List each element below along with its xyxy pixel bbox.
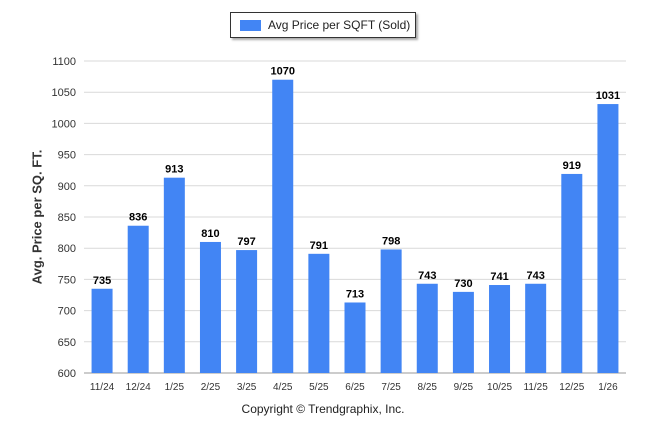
y-tick-label: 700 <box>58 306 76 318</box>
data-label: 1070 <box>270 66 294 78</box>
data-label: 730 <box>454 278 472 290</box>
y-tick-label: 850 <box>58 212 76 224</box>
x-tick-label: 1/25 <box>165 382 185 393</box>
bar-2/25 <box>199 241 221 373</box>
y-tick-label: 1100 <box>52 56 76 68</box>
x-tick-label: 12/25 <box>559 382 584 393</box>
y-axis-label: Avg. Price per SQ. FT. <box>29 149 45 285</box>
x-tick-label: 11/25 <box>524 382 549 393</box>
copyright-text: Copyright © Trendgraphix, Inc. <box>241 402 405 416</box>
x-tick-label: 2/25 <box>201 382 221 393</box>
legend: Avg Price per SQFT (Sold) <box>230 12 416 38</box>
data-label: 913 <box>165 164 183 176</box>
x-axis-ticks: 11/24 12/24 1/25 2/25 3/25 4/25 5/25 6/25 7/25 8/… <box>90 382 618 393</box>
data-label: 713 <box>346 288 364 300</box>
x-tick-label: 1/26 <box>598 382 618 393</box>
bar-11/25 <box>525 283 547 373</box>
data-label: 743 <box>526 270 544 282</box>
data-label: 836 <box>129 212 147 224</box>
data-label: 741 <box>490 271 508 283</box>
y-tick-label: 750 <box>58 274 76 286</box>
x-tick-label: 7/25 <box>381 382 401 393</box>
data-label: 791 <box>310 240 328 252</box>
y-tick-label: 950 <box>58 150 76 162</box>
x-tick-label: 9/25 <box>454 382 474 393</box>
x-tick-label: 5/25 <box>309 382 329 393</box>
data-label: 735 <box>93 275 111 287</box>
bar-12/24 <box>127 225 149 373</box>
y-axis-ticks: 600 650 700 750 800 850 900 950 1000 1050 1100 <box>52 56 76 380</box>
x-tick-label: 10/25 <box>487 382 512 393</box>
bars <box>91 79 619 373</box>
data-label: 797 <box>237 236 255 248</box>
y-tick-label: 1050 <box>52 87 76 99</box>
x-tick-label: 3/25 <box>237 382 257 393</box>
x-tick-label: 4/25 <box>273 382 293 393</box>
legend-label: Avg Price per SQFT (Sold) <box>268 18 411 32</box>
bar-12/25 <box>561 173 583 373</box>
bar-10/25 <box>489 285 511 373</box>
y-tick-label: 600 <box>58 368 76 380</box>
x-tick-label: 12/24 <box>126 382 151 393</box>
bar-1/25 <box>163 177 185 373</box>
y-tick-label: 650 <box>58 337 76 349</box>
data-label: 1031 <box>596 90 620 102</box>
x-tick-label: 6/25 <box>345 382 365 393</box>
data-label: 743 <box>418 270 436 282</box>
y-tick-label: 800 <box>58 243 76 255</box>
data-label: 919 <box>563 160 581 172</box>
bar-1/26 <box>597 104 619 373</box>
y-tick-label: 900 <box>58 181 76 193</box>
y-tick-label: 1000 <box>52 118 76 130</box>
bar-8/25 <box>416 283 438 373</box>
bar-5/25 <box>308 253 330 373</box>
bar-3/25 <box>236 250 258 373</box>
bar-11/24 <box>91 288 113 373</box>
x-tick-label: 8/25 <box>418 382 438 393</box>
data-labels: 735 836 913 810 797 1070 791 713 798 743 730 741 743… <box>93 66 620 301</box>
data-label: 810 <box>201 228 219 240</box>
legend-swatch <box>240 20 261 31</box>
x-tick-label: 11/24 <box>90 382 115 393</box>
data-label: 798 <box>382 235 400 247</box>
bar-4/25 <box>272 79 294 373</box>
bar-6/25 <box>344 302 366 373</box>
bar-7/25 <box>380 249 402 373</box>
bar-9/25 <box>452 291 474 373</box>
